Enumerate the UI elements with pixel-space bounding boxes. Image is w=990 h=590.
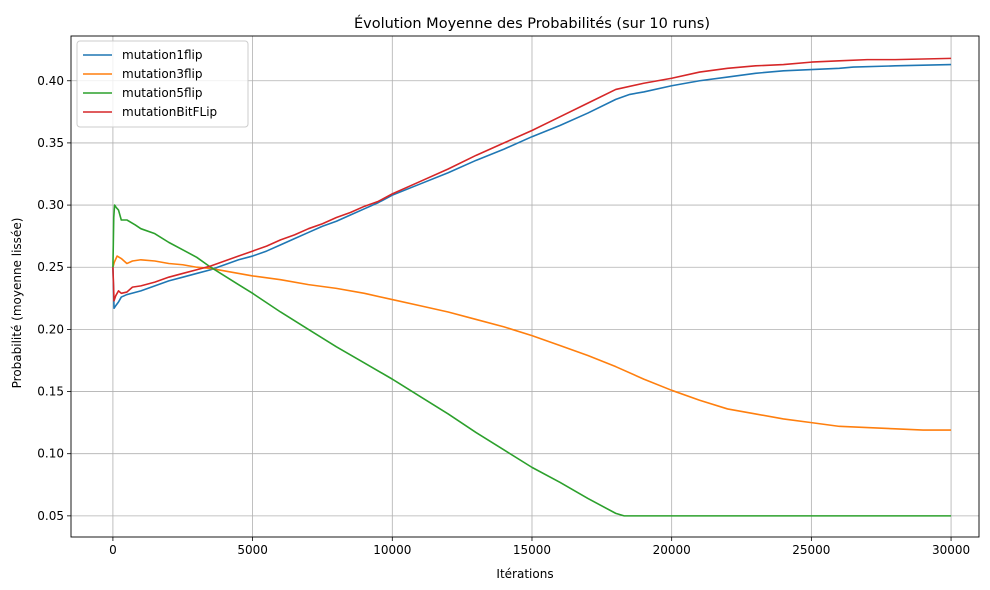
x-tick-label: 25000	[792, 543, 830, 557]
y-tick-label: 0.40	[37, 74, 64, 88]
y-tick-label: 0.35	[37, 136, 64, 150]
chart-title: Évolution Moyenne des Probabilités (sur …	[354, 15, 710, 32]
y-tick-label: 0.20	[37, 322, 64, 336]
legend-label-mutation3flip: mutation3flip	[122, 67, 202, 81]
x-tick-label: 30000	[932, 543, 970, 557]
tick-layer: 0 5000 10000 15000 20000 25000 30000 0.05 0.10 0.…	[37, 74, 970, 557]
series-line-mutation1flip	[112, 63, 952, 310]
series-line-mutation3flip	[112, 255, 952, 431]
y-tick-label: 0.05	[37, 509, 64, 523]
y-tick-label: 0.10	[37, 447, 64, 461]
x-tick-label: 20000	[653, 543, 691, 557]
x-tick-label: 15000	[513, 543, 551, 557]
series-line-mutationbitflip	[112, 57, 952, 302]
series-layer	[112, 57, 952, 517]
x-tick-label: 0	[109, 543, 117, 557]
y-tick-label: 0.30	[37, 198, 64, 212]
y-tick-label: 0.15	[37, 385, 64, 399]
x-axis-label: Itérations	[496, 567, 553, 581]
plot-frame	[70, 35, 980, 538]
legend-label-mutationbitflip: mutationBitFLip	[122, 105, 217, 119]
y-tick-label: 0.25	[37, 260, 64, 274]
x-tick-label: 5000	[237, 543, 268, 557]
legend: mutation1flip mutation3flip mutation5flip m…	[76, 40, 249, 128]
legend-box	[76, 40, 249, 128]
y-axis-label: Probabilité (moyenne lissée)	[10, 218, 24, 389]
series-line-mutation5flip	[112, 204, 952, 517]
legend-label-mutation5flip: mutation5flip	[122, 86, 202, 100]
legend-label-mutation1flip: mutation1flip	[122, 48, 202, 62]
grid-layer	[71, 36, 979, 537]
x-tick-label: 10000	[373, 543, 411, 557]
